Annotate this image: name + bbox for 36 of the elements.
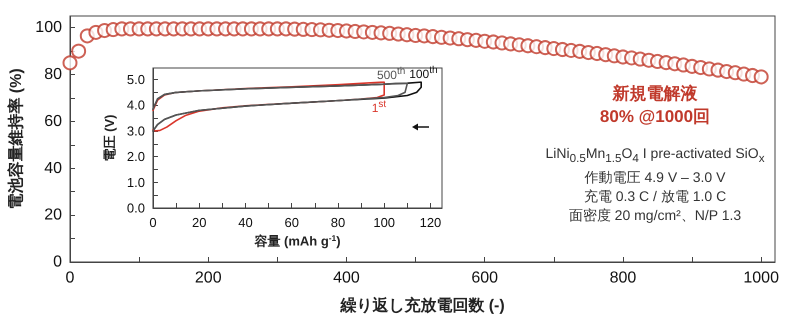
y-tick-label: 3.0 bbox=[126, 123, 145, 138]
x-tick-label: 1000 bbox=[743, 270, 780, 286]
x-tick-label: 20 bbox=[192, 215, 206, 230]
y-tick-label: 4.0 bbox=[126, 98, 145, 113]
y-axis-title: 電圧 (V) bbox=[102, 114, 117, 162]
annotation: LiNi$_{0.5}$Mn$_{1.5}$O$_{4}$ I pre-activated SiO$_{x}$ bbox=[545, 144, 765, 167]
annotation: 作動電圧 4.9 V – 3.0 V bbox=[584, 168, 726, 187]
x-tick-label: 800 bbox=[610, 270, 636, 286]
series-label: 1$^{st}$ bbox=[372, 98, 386, 115]
y-tick-label: 40 bbox=[44, 160, 62, 177]
series-label: 500$^{th}$ bbox=[376, 66, 406, 82]
annotation: 面密度 20 mg/cm²、N/P 1.3 bbox=[568, 206, 742, 225]
x-tick-label: 60 bbox=[284, 215, 299, 230]
x-tick-label: 0 bbox=[149, 215, 157, 230]
y-tick-label: 100 bbox=[35, 19, 62, 36]
annotation: 新規電解液 bbox=[611, 83, 698, 105]
y-axis-title: 電池容量維持率 (%) bbox=[6, 68, 25, 210]
y-tick-label: 0.0 bbox=[126, 200, 145, 216]
y-tick-label: 1.0 bbox=[126, 174, 145, 190]
y-tick-label: 2.0 bbox=[126, 149, 145, 164]
series-label: 100$^{th}$ bbox=[409, 65, 438, 82]
y-tick-label: 60 bbox=[44, 112, 62, 130]
y-tick-label: 0 bbox=[53, 254, 62, 270]
x-tick-label: 0 bbox=[66, 270, 75, 286]
x-tick-label: 100 bbox=[373, 215, 396, 230]
y-tick-label: 5.0 bbox=[126, 72, 145, 88]
x-tick-label: 400 bbox=[333, 270, 360, 286]
x-tick-label: 200 bbox=[194, 270, 222, 286]
x-axis-title: 繰り返し充放電回数 (-) bbox=[339, 296, 505, 314]
annotation: 充電 0.3 C / 放電 1.0 C bbox=[582, 186, 728, 206]
x-tick-label: 80 bbox=[330, 215, 346, 230]
annotation: 80% @1000回 bbox=[598, 106, 712, 128]
x-tick-label: 40 bbox=[238, 215, 253, 230]
x-tick-label: 120 bbox=[420, 215, 442, 230]
y-tick-label: 80 bbox=[44, 66, 62, 84]
x-tick-label: 600 bbox=[471, 270, 498, 286]
